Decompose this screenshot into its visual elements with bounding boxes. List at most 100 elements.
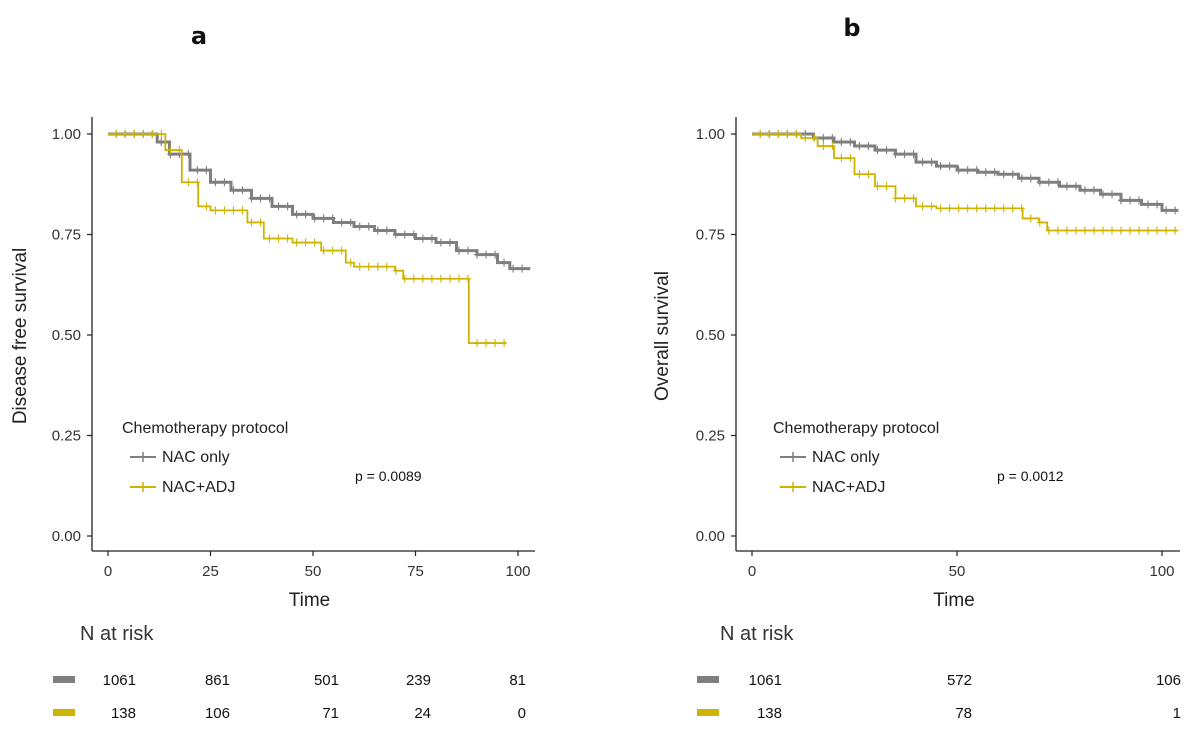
legend-label: NAC+ADJ	[812, 479, 885, 496]
censor-mark	[829, 142, 836, 151]
censor-mark	[919, 158, 926, 167]
x-tick-label: 0	[104, 563, 112, 580]
censor-mark	[464, 274, 471, 283]
censor-mark	[455, 274, 462, 283]
series-line-nac-adj	[108, 133, 506, 344]
censor-mark	[284, 202, 291, 211]
x-axis-title: Time	[933, 590, 975, 611]
x-tick-label: 25	[202, 563, 219, 580]
censor-mark	[919, 202, 926, 211]
censor-mark	[329, 214, 336, 223]
censor-mark	[392, 230, 399, 239]
censor-mark	[419, 274, 426, 283]
censor-mark	[194, 178, 201, 187]
censor-mark	[455, 246, 462, 255]
censor-mark	[1072, 182, 1079, 191]
censor-mark	[320, 246, 327, 255]
censor-mark	[1145, 226, 1152, 235]
risk-count: 138	[111, 705, 136, 722]
censor-mark	[1108, 226, 1115, 235]
censor-mark	[230, 206, 237, 215]
censor-mark	[1000, 204, 1007, 213]
censor-mark	[356, 262, 363, 271]
censor-mark	[266, 234, 273, 243]
censor-mark	[874, 146, 881, 155]
censor-mark	[239, 206, 246, 215]
censor-mark	[955, 204, 962, 213]
censor-mark	[1163, 206, 1170, 215]
x-tick-label: 75	[407, 563, 424, 580]
censor-mark	[775, 130, 782, 138]
censor-mark	[311, 238, 318, 247]
censor-mark	[365, 222, 372, 231]
censor-mark	[1127, 226, 1134, 235]
censor-mark	[982, 204, 989, 213]
risk-count: 572	[947, 672, 972, 689]
risk-count: 1061	[103, 672, 136, 689]
legend-label: NAC only	[162, 449, 230, 466]
censor-mark	[293, 210, 300, 219]
censor-mark	[784, 130, 791, 138]
y-tick-label: 0.00	[696, 528, 725, 545]
censor-mark	[1090, 226, 1097, 235]
censor-mark	[401, 274, 408, 283]
censor-mark	[991, 204, 998, 213]
censor-mark	[383, 262, 390, 271]
censor-mark	[865, 170, 872, 179]
censor-mark	[1063, 226, 1070, 235]
censor-mark	[1054, 178, 1061, 187]
censor-mark	[483, 339, 490, 348]
censor-mark	[167, 146, 174, 155]
panel-b: b 0.00 0.25 0.50 0.75 1.00 0 50 100 Time Overall …	[652, 14, 1181, 722]
censor-mark	[239, 186, 246, 195]
censor-mark	[847, 138, 854, 147]
censor-mark	[203, 202, 210, 211]
censor-mark	[901, 150, 908, 159]
censor-mark	[131, 130, 138, 138]
x-tick-label: 50	[305, 563, 322, 580]
censor-mark	[284, 234, 291, 243]
censor-mark	[856, 170, 863, 179]
censor-mark	[302, 210, 309, 219]
censor-mark	[1154, 200, 1161, 209]
censor-mark	[248, 194, 255, 203]
censor-mark	[275, 234, 282, 243]
risk-count: 106	[1156, 672, 1181, 689]
censor-mark	[203, 166, 210, 175]
censor-mark	[1027, 214, 1034, 223]
censor-mark	[221, 178, 228, 187]
censor-mark	[955, 166, 962, 175]
censor-mark	[964, 166, 971, 175]
censor-mark	[793, 130, 800, 138]
risk-table-title: N at risk	[720, 623, 794, 645]
censor-mark	[838, 154, 845, 163]
p-value-annotation: p = 0.0012	[997, 468, 1064, 484]
censor-mark	[1145, 200, 1152, 209]
legend-censor-mark	[139, 452, 147, 462]
censor-mark	[1081, 226, 1088, 235]
risk-row-swatch	[697, 676, 719, 683]
censor-mark	[1163, 226, 1170, 235]
censor-mark	[766, 130, 773, 138]
censor-mark	[140, 130, 147, 138]
risk-count: 106	[205, 705, 230, 722]
censor-mark	[185, 178, 192, 187]
risk-count: 71	[322, 705, 339, 722]
censor-mark	[928, 202, 935, 211]
censor-mark	[1136, 226, 1143, 235]
y-tick-label: 1.00	[52, 126, 81, 143]
censor-mark	[1054, 226, 1061, 235]
risk-count: 1	[1173, 705, 1181, 722]
censor-mark	[1108, 190, 1115, 199]
censor-mark	[221, 206, 228, 215]
censor-mark	[338, 218, 345, 227]
censor-mark	[266, 194, 273, 203]
censor-mark	[1136, 196, 1143, 205]
censor-mark	[1045, 226, 1052, 235]
censor-mark	[446, 238, 453, 247]
censor-mark	[838, 138, 845, 147]
y-tick-label: 0.25	[52, 428, 81, 445]
risk-row-swatch	[697, 709, 719, 716]
censor-mark	[811, 134, 818, 143]
